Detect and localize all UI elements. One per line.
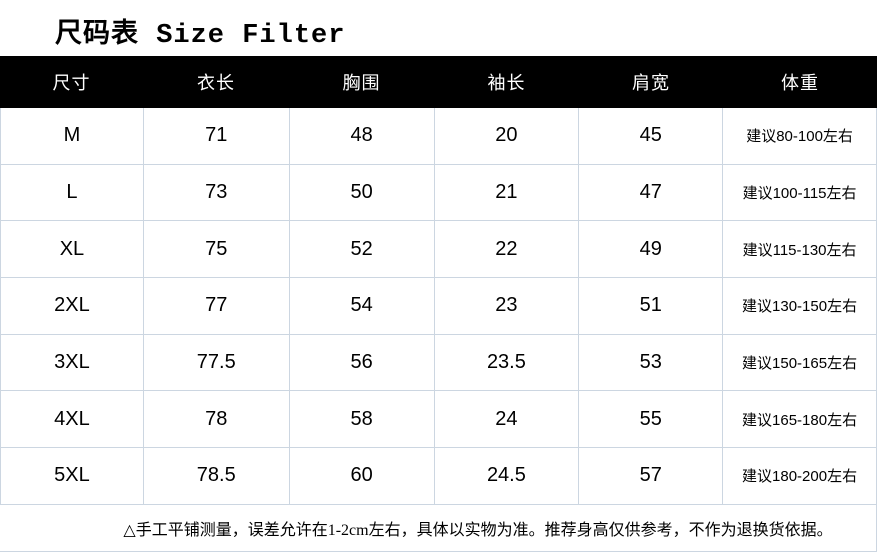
table-row: 5XL 78.5 60 24.5 57 建议180-200左右 [1,448,877,505]
cell-chest: 52 [290,221,435,278]
cell-weight: 建议165-180左右 [723,391,877,448]
cell-size: 3XL [1,334,144,391]
footnote-area: △手工平铺测量，误差允许在1-2cm左右，具体以实物为准。推荐身高仅供参考，不作… [0,504,877,552]
cell-shoulder: 57 [579,448,724,504]
cell-chest: 56 [290,334,435,391]
column-header-sleeve: 袖长 [487,73,526,93]
cell-length: 73 [144,164,290,221]
cell-shoulder: 53 [579,334,724,391]
title-bar: 尺码表 Size Filter [0,0,877,56]
cell-shoulder: 55 [579,391,724,448]
cell-weight: 建议180-200左右 [723,448,877,504]
cell-sleeve: 23.5 [435,334,580,391]
cell-size: M [1,108,144,164]
cell-weight: 建议130-150左右 [723,278,877,334]
table-row: 4XL 78 58 24 55 建议165-180左右 [1,391,877,449]
cell-chest: 48 [290,108,435,164]
table-row: XL 75 52 22 49 建议115-130左右 [1,221,877,279]
table-row: L 73 50 21 47 建议100-115左右 [1,164,877,222]
cell-size: 5XL [1,448,144,504]
cell-weight: 建议100-115左右 [723,164,877,221]
cell-sleeve: 24 [435,391,580,448]
cell-sleeve: 22 [435,221,580,278]
page-title: 尺码表 Size Filter [55,21,346,51]
column-header-weight: 体重 [781,73,819,93]
cell-shoulder: 49 [579,221,724,278]
cell-weight: 建议80-100左右 [723,108,877,164]
cell-chest: 60 [290,448,435,504]
cell-size: L [1,164,144,221]
cell-length: 78.5 [144,448,290,504]
size-table-body: M 71 48 20 45 建议80-100左右 L 73 50 21 47 建议100-115左右 X… [0,108,877,505]
cell-sleeve: 20 [435,108,580,164]
cell-size: 2XL [1,278,144,334]
cell-chest: 50 [290,164,435,221]
table-header-row: 尺寸 衣长 胸围 袖长 肩宽 体重 [0,56,877,108]
cell-size: XL [1,221,144,278]
cell-length: 78 [144,391,290,448]
measurement-note: △手工平铺测量，误差允许在1-2cm左右，具体以实物为准。推荐身高仅供参考，不作… [123,521,833,539]
column-header-shoulder: 肩宽 [632,73,670,93]
cell-sleeve: 21 [435,164,580,221]
cell-length: 71 [144,108,290,164]
cell-chest: 54 [290,278,435,334]
cell-shoulder: 51 [579,278,724,334]
column-header-chest: 胸围 [342,73,381,93]
cell-size: 4XL [1,391,144,448]
cell-weight: 建议115-130左右 [723,221,877,278]
cell-shoulder: 45 [579,108,724,164]
column-header-size: 尺寸 [52,73,91,93]
cell-length: 75 [144,221,290,278]
table-row: 3XL 77.5 56 23.5 53 建议150-165左右 [1,334,877,392]
cell-sleeve: 24.5 [435,448,580,504]
cell-length: 77.5 [144,334,290,391]
table-row: 2XL 77 54 23 51 建议130-150左右 [1,278,877,335]
cell-length: 77 [144,278,290,334]
column-header-length: 衣长 [197,73,235,93]
cell-sleeve: 23 [435,278,580,334]
cell-weight: 建议150-165左右 [723,334,877,391]
table-row: M 71 48 20 45 建议80-100左右 [1,108,877,165]
cell-chest: 58 [290,391,435,448]
cell-shoulder: 47 [579,164,724,221]
